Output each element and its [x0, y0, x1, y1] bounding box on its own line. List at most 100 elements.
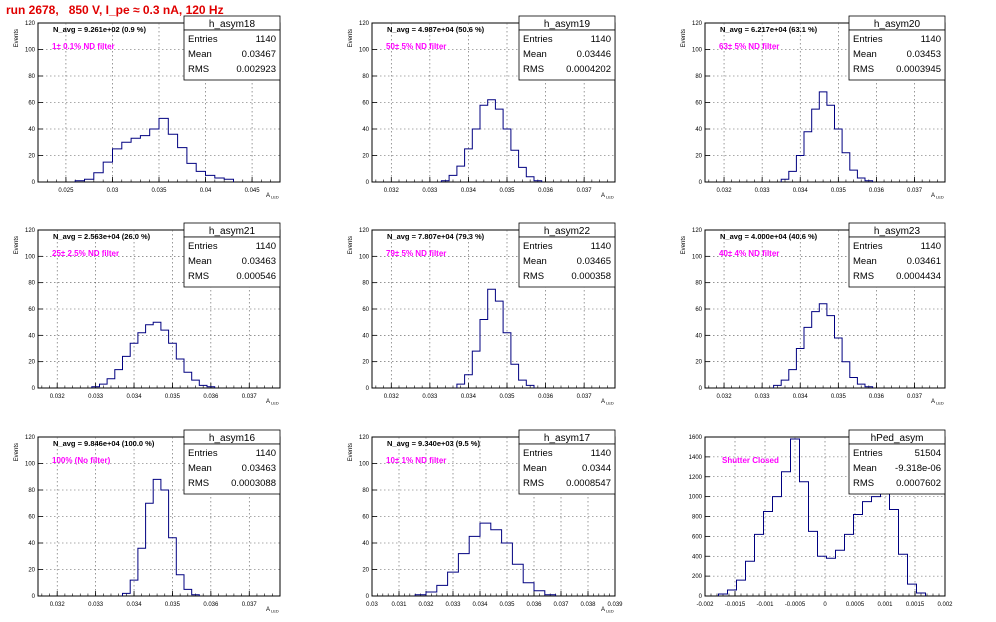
x-tick-label: 0.002 [937, 602, 953, 608]
y-tick-label: 0 [32, 180, 36, 186]
x-tick-label: 0.037 [242, 602, 258, 608]
y-tick-label: 0 [699, 386, 703, 392]
y-tick-label: 100 [25, 48, 36, 54]
stats-entries-label: Entries [853, 448, 883, 459]
stats-entries-label: Entries [523, 241, 553, 252]
y-tick-label: 40 [362, 127, 369, 133]
y-tick-label: 80 [28, 488, 35, 494]
y-tick-label: 120 [359, 21, 370, 27]
stats-mean-label: Mean [523, 49, 547, 60]
x-tick-label: 0.032 [384, 394, 400, 400]
stats-mean-label: Mean [188, 256, 212, 267]
histogram-outline [74, 117, 234, 182]
n-avg-label: N_avg = 7.807e+04 (79.3 %) [387, 232, 485, 241]
y-tick-label: 100 [25, 254, 36, 260]
x-tick-label: 0.036 [203, 394, 219, 400]
x-tick-label: 0.033 [755, 188, 771, 194]
y-tick-label: 120 [359, 228, 370, 234]
x-tick-label: 0.035 [831, 394, 847, 400]
y-tick-label: 80 [695, 74, 702, 80]
stats-mean-label: Mean [853, 49, 877, 60]
x-tick-label: 0.025 [58, 188, 74, 194]
histogram-outline [780, 91, 874, 182]
y-tick-label: 400 [692, 554, 703, 560]
stats-entries-label: Entries [523, 34, 553, 45]
stats-rms-value: 0.002923 [236, 64, 276, 75]
histogram-outline [773, 303, 874, 388]
stats-mean-label: Mean [853, 256, 877, 267]
n-avg-label: N_avg = 4.000e+04 (40.6 %) [720, 232, 818, 241]
x-tick-label: 0.035 [165, 602, 181, 608]
histogram-outline [122, 478, 200, 596]
x-tick-label: 0.037 [907, 188, 923, 194]
x-tick-label: 0.035 [165, 394, 181, 400]
filter-annotation: 1± 0.1% ND filter [52, 42, 115, 51]
stats-box [518, 236, 616, 288]
stats-entries-value: 1140 [256, 448, 276, 459]
x-axis-title: ALED [266, 193, 279, 200]
x-axis-title: ALED [266, 399, 279, 406]
y-tick-label: 20 [695, 154, 702, 160]
y-tick-label: 20 [362, 568, 369, 574]
y-axis-title: Events [14, 443, 20, 461]
n-avg-label: N_avg = 9.261e+02 (0.9 %) [53, 25, 146, 34]
stats-box [518, 29, 616, 81]
y-tick-label: 1200 [689, 475, 703, 481]
y-tick-label: 0 [32, 386, 36, 392]
x-tick-label: 0.035 [499, 188, 515, 194]
x-tick-label: 0.035 [151, 188, 167, 194]
stats-entries-value: 1140 [591, 448, 611, 459]
x-tick-label: 0.035 [831, 188, 847, 194]
stats-mean-label: Mean [188, 463, 212, 474]
stats-entries-label: Entries [188, 448, 218, 459]
histogram-title: h_asym17 [544, 433, 591, 444]
x-tick-label: 0.034 [461, 188, 477, 194]
stats-entries-label: Entries [523, 448, 553, 459]
x-tick-label: 0.037 [907, 394, 923, 400]
histogram-title: h_asym23 [874, 226, 921, 237]
stats-mean-label: Mean [188, 49, 212, 60]
y-tick-label: 1600 [689, 435, 703, 441]
y-tick-label: 0 [32, 594, 36, 600]
x-tick-label: 0.03 [107, 188, 119, 194]
x-tick-label: 0.034 [127, 602, 143, 608]
stats-entries-value: 51504 [915, 448, 941, 459]
stats-rms-label: RMS [853, 64, 874, 75]
filter-annotation: 40± 4% ND filter [719, 249, 779, 258]
y-tick-label: 60 [695, 101, 702, 107]
y-tick-label: 40 [695, 127, 702, 133]
x-tick-label: 0.032 [50, 394, 66, 400]
histogram-panel-h_asym21: 0.032 0.033 0.034 0.035 0.036 0.037 0 20 40 60 80 1… [14, 222, 281, 406]
stats-rms-label: RMS [523, 271, 544, 282]
y-tick-label: 40 [28, 127, 35, 133]
histogram-panel-h_asym16: 0.032 0.033 0.034 0.035 0.036 0.037 0 20 40 60 80 1… [14, 429, 281, 614]
x-tick-label: 0.039 [607, 602, 623, 608]
x-tick-label: 0.045 [245, 188, 261, 194]
histogram-panel-h_asym19: 0.032 0.033 0.034 0.035 0.036 0.037 0 20 40 60 80 1… [348, 15, 616, 200]
stats-entries-value: 1140 [921, 34, 941, 45]
stats-rms-value: 0.0003945 [896, 64, 941, 75]
stats-rms-value: 0.0003088 [231, 478, 276, 489]
stats-mean-value: 0.03467 [242, 49, 276, 60]
y-tick-label: 20 [28, 360, 35, 366]
y-tick-label: 120 [25, 21, 36, 27]
x-tick-label: -0.001 [756, 602, 774, 608]
x-tick-label: 0 [823, 602, 827, 608]
x-tick-label: 0.035 [499, 602, 515, 608]
n-avg-label: N_avg = 6.217e+04 (63.1 %) [720, 25, 818, 34]
stats-entries-value: 1140 [921, 241, 941, 252]
y-tick-label: 0 [366, 386, 370, 392]
y-tick-label: 20 [695, 360, 702, 366]
y-tick-label: 80 [362, 74, 369, 80]
y-tick-label: 40 [28, 333, 35, 339]
y-tick-label: 60 [362, 101, 369, 107]
x-tick-label: 0.034 [793, 394, 809, 400]
histogram-title: h_asym22 [544, 226, 591, 237]
stats-box [848, 29, 946, 81]
stats-mean-value: 0.03446 [577, 49, 611, 60]
x-tick-label: 0.037 [577, 188, 593, 194]
x-tick-label: 0.032 [384, 188, 400, 194]
filter-annotation: 50± 5% ND filter [386, 42, 446, 51]
